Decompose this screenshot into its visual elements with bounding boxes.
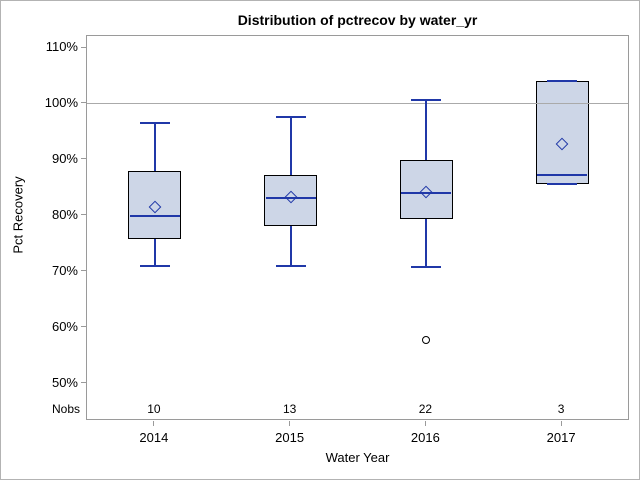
- y-tick-label: 80%: [51, 206, 78, 222]
- x-axis-label: Water Year: [325, 450, 390, 465]
- y-axis-tick: [81, 326, 86, 328]
- y-tick-label: 60%: [51, 318, 78, 334]
- outlier-point: [422, 335, 431, 344]
- iqr-box: [535, 80, 589, 184]
- x-axis-tick: [424, 421, 426, 426]
- upper-whisker: [289, 116, 292, 176]
- box-group-2017: [87, 36, 628, 419]
- median-line: [401, 192, 452, 195]
- upper-whisker-cap: [139, 122, 170, 125]
- nobs-value: 10: [147, 402, 161, 416]
- lower-whisker: [289, 225, 292, 266]
- upper-whisker: [153, 123, 156, 171]
- plot-area: [86, 35, 629, 420]
- median-line: [265, 197, 316, 200]
- upper-whisker-cap: [411, 99, 442, 101]
- x-tick-label: 2014: [139, 430, 169, 445]
- y-axis-tick: [81, 46, 86, 48]
- y-axis-tick: [81, 270, 86, 272]
- nobs-value: 22: [418, 402, 433, 416]
- y-tick-label: 110%: [45, 39, 78, 54]
- box-group-2014: [87, 36, 628, 419]
- upper-whisker-cap: [275, 115, 306, 118]
- x-axis-tick: [289, 421, 291, 426]
- nobs-value: 13: [282, 402, 297, 416]
- upper-whisker: [425, 100, 428, 160]
- y-tick-label: 100%: [44, 94, 78, 110]
- x-tick-label: 2016: [410, 430, 440, 445]
- x-tick-label: 2017: [546, 430, 576, 445]
- chart-title: Distribution of pctrecov by water_yr: [237, 12, 478, 28]
- nobs-row-label: Nobs: [51, 402, 80, 416]
- lower-whisker: [425, 219, 428, 268]
- y-axis-tick: [81, 158, 86, 160]
- median-line: [129, 214, 180, 217]
- lower-whisker-cap: [275, 264, 306, 267]
- nobs-value: 3: [557, 402, 565, 416]
- y-axis-tick: [81, 102, 86, 104]
- y-tick-label: 50%: [51, 374, 78, 390]
- iqr-box: [264, 175, 318, 226]
- median-line: [537, 174, 588, 177]
- y-axis-tick: [81, 382, 86, 383]
- iqr-box: [399, 159, 453, 220]
- x-tick-label: 2015: [275, 430, 305, 445]
- lower-whisker-cap: [411, 266, 442, 269]
- iqr-box: [128, 171, 182, 239]
- y-tick-label: 90%: [51, 150, 78, 166]
- y-tick-label: 70%: [51, 262, 78, 278]
- x-axis-tick: [560, 421, 562, 426]
- lower-whisker: [153, 238, 156, 266]
- upper-whisker-cap: [547, 79, 578, 82]
- box-group-2015: [87, 36, 628, 419]
- y-axis-tick: [81, 214, 86, 216]
- x-axis-tick: [153, 421, 155, 426]
- reference-line-100: [87, 103, 628, 105]
- lower-whisker-cap: [547, 182, 578, 185]
- lower-whisker-cap: [139, 264, 170, 267]
- box-group-2016: [87, 36, 628, 419]
